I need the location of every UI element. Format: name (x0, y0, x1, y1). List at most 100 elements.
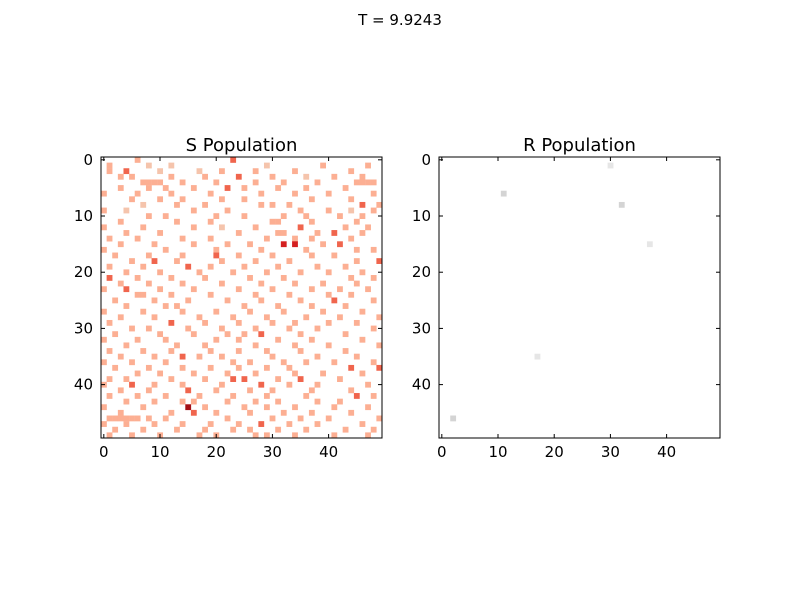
s-population-cell (106, 376, 113, 382)
s-population-cell (337, 314, 343, 321)
s-population-cell (359, 230, 366, 236)
s-population-cell (297, 207, 304, 214)
s-population-cell (230, 314, 237, 321)
s-population-cell (207, 235, 214, 242)
s-population-cell (247, 275, 253, 281)
s-population-cell (168, 275, 175, 281)
s-population-cell (207, 218, 214, 225)
s-population-cell (174, 426, 180, 433)
s-population-cell (168, 348, 175, 354)
s-population-cell (190, 185, 197, 191)
s-population-cell (280, 275, 287, 281)
s-population-cell (297, 376, 304, 382)
r-population-panel: R Population 0 10 20 30 40 0 10 20 30 40 (412, 135, 721, 461)
s-population-cell (263, 162, 270, 169)
s-population-cell (145, 185, 152, 191)
s-population-cell (157, 331, 164, 338)
s-population-cell (230, 393, 237, 399)
s-population-cell (157, 168, 164, 175)
s-population-cell (359, 173, 366, 180)
s-population-cell (174, 342, 180, 349)
s-population-cell (365, 286, 371, 293)
s-population-cell (196, 314, 203, 321)
s-population-cell (247, 426, 253, 433)
s-population-cell (286, 258, 293, 264)
s-population-cell (292, 404, 298, 411)
s-population-cell (314, 230, 321, 236)
s-population-cell (314, 353, 321, 360)
s-population-cell (219, 353, 225, 360)
s-population-cell (241, 303, 248, 309)
s-population-cell (308, 252, 315, 259)
s-population-cell (325, 207, 332, 214)
s-population-cell (297, 415, 304, 422)
s-population-cell (213, 308, 220, 315)
s-population-cell (230, 269, 237, 276)
s-population-cell (325, 342, 332, 349)
s-population-cell (280, 213, 287, 220)
s-population-cell (123, 421, 130, 427)
s-population-cell (101, 286, 107, 293)
s-population-cell (106, 168, 113, 175)
s-population-title: S Population (186, 135, 298, 156)
s-population-cell (247, 409, 253, 416)
s-population-cell (219, 280, 225, 287)
s-population-cell (112, 364, 119, 371)
s-population-cell (359, 336, 366, 343)
s-population-cell (308, 196, 315, 203)
s-population-cell (230, 376, 237, 382)
s-population-cell (331, 173, 338, 180)
s-population-cell (275, 336, 282, 343)
s-population-cell (325, 269, 332, 276)
s-population-cell (325, 190, 332, 197)
s-population-cell (106, 275, 113, 281)
s-population-cell (303, 359, 310, 366)
r-population-ytick-label: 30 (412, 319, 431, 337)
s-population-cell (185, 387, 192, 394)
s-population-cell (145, 325, 152, 332)
s-population-cell (342, 348, 349, 354)
s-population-cell (224, 415, 231, 422)
s-population-cell (123, 269, 130, 276)
s-population-cell (331, 404, 338, 411)
s-population-cell (252, 291, 259, 298)
s-population-cell (235, 421, 242, 427)
s-population-cell (376, 342, 383, 349)
s-population-cell (258, 280, 265, 287)
s-population-cell (263, 393, 270, 399)
s-population-cell (202, 173, 208, 180)
s-population-xtick-label: 20 (207, 443, 226, 461)
s-population-cell (286, 325, 293, 332)
s-population-cell (123, 398, 130, 405)
s-population-cell (219, 258, 225, 264)
s-population-cell (258, 381, 265, 388)
s-population-cell (134, 291, 141, 298)
s-population-cell (241, 185, 248, 191)
s-population-cell (106, 235, 113, 242)
s-population-cell (353, 393, 360, 399)
s-population-cell (207, 291, 214, 298)
s-population-cell (303, 246, 310, 253)
r-population-cell (450, 415, 457, 422)
s-population-cell (331, 432, 338, 439)
s-population-cell (337, 376, 343, 382)
s-population-cell (101, 190, 107, 197)
s-population-xtick-label: 10 (150, 443, 169, 461)
s-population-cell (190, 224, 197, 231)
s-population-cell (365, 432, 371, 439)
s-population-cell (263, 269, 270, 276)
s-population-cell (280, 359, 287, 366)
s-population-cell (269, 173, 276, 180)
s-population-cell (179, 381, 186, 388)
s-population-cell (157, 370, 164, 377)
s-population-cell (353, 218, 360, 225)
s-population-cell (168, 190, 175, 197)
s-population-cell (269, 252, 276, 259)
s-population-cell (224, 331, 231, 338)
s-population-cell (280, 409, 287, 416)
s-population-cell (365, 179, 371, 186)
s-population-cell (106, 393, 113, 399)
s-population-cell (365, 162, 371, 169)
s-population-cell (241, 376, 248, 382)
s-population-cell (174, 303, 180, 309)
